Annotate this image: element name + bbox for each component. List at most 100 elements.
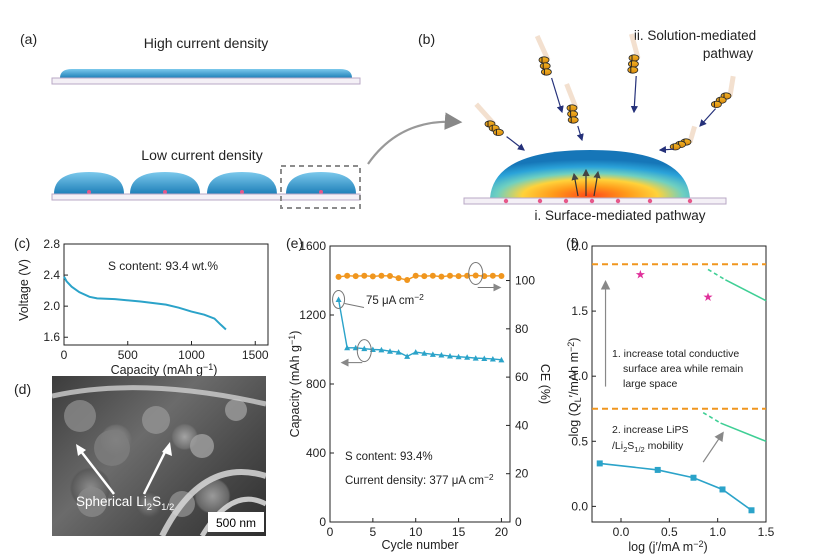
chart-e-ytick-right-label: 0 (515, 515, 522, 529)
chart-e-capacity-point (378, 346, 385, 353)
lips-bead (627, 66, 639, 74)
chart-e-ce-point (438, 273, 445, 280)
chart-e-ytick-label: 800 (306, 377, 326, 391)
chart-f-note1-line1: 1. increase total conductive (612, 348, 739, 360)
sem-image: Spherical Li2S1/2 500 nm (52, 376, 266, 536)
chart-e-capacity-point (438, 352, 445, 358)
chart-e-capacity-point (455, 353, 462, 360)
chart-f-frame (591, 245, 767, 523)
chart-e-annotation-s-content: S content: 93.4% (345, 451, 433, 463)
lips-bead (566, 104, 578, 112)
chart-e-current-marker: 75 μA cm−2 (366, 292, 424, 307)
chart-e-capacity-point (429, 351, 436, 357)
panel-f-label: (f) (566, 235, 579, 251)
chart-e-ylabel-left: Capacity (mAh g−1) (287, 331, 302, 438)
chart-e-ce-point (455, 273, 462, 280)
chart-f-xlabel: log (j′/mA m−2) (628, 539, 707, 554)
lips-trail (534, 34, 551, 62)
chart-e-capacity-point (498, 356, 505, 363)
chart-f-ylabel: log (QL′/mAh m−2) (566, 338, 583, 437)
lips-bead (628, 54, 640, 62)
chart-f-measured-point (748, 507, 755, 514)
solution-pathway-line1: ii. Solution-mediated (634, 28, 756, 43)
high-current-film (51, 69, 361, 85)
panel-c-label: (c) (14, 235, 30, 251)
chart-c-xtick-label: 1500 (242, 348, 269, 362)
chart-e: 0 5 10 15 20 0 400 800 1200 1600 0 20 40 60 80 100 (299, 239, 535, 539)
chart-c-xtick-label: 1000 (178, 348, 205, 362)
chart-f-star-point: ★ (635, 268, 646, 282)
chart-e-ytick-right-label: 20 (515, 467, 529, 481)
chart-e-capacity-point (464, 354, 471, 360)
chart-e-ce-point (412, 272, 419, 279)
chart-e-xtick-label: 20 (495, 525, 509, 539)
chart-e-capacity-point (404, 353, 411, 359)
chart-f-arrow-diagonal (702, 431, 724, 463)
chart-e-ytick-label: 1200 (299, 308, 326, 322)
chart-e-ce-point (369, 273, 376, 280)
chart-e-xtick-label: 15 (452, 525, 466, 539)
lips-bead (492, 128, 504, 136)
chart-f-ytick-label: 1.0 (571, 369, 588, 383)
chart-e-xtick-label: 10 (409, 525, 423, 539)
chart-f-measured-point (596, 460, 603, 467)
chart-f-ytick-label: 2.0 (571, 239, 588, 253)
lips-molecules (474, 33, 736, 154)
chart-e-ce-point (447, 272, 453, 279)
chart-f-upper-extrapolation-dashed (707, 268, 726, 281)
chart-e-first-cycle-circle (332, 289, 346, 309)
chart-e-capacity-point (481, 355, 488, 361)
sem-annotation: Spherical Li2S1/2 (76, 494, 174, 513)
chart-e-ce-point (344, 272, 351, 279)
sem-overlay: Spherical Li2S1/2 500 nm (52, 385, 266, 536)
chart-f-lower-extrapolation (720, 422, 767, 443)
chart-f-xtick-label: 0.0 (613, 525, 630, 539)
chart-f-measured-point (719, 486, 726, 493)
chart-e-ce-point (421, 273, 428, 280)
panel-d-label: (d) (14, 381, 31, 397)
lips-trail (687, 125, 697, 143)
chart-c-frame (63, 243, 269, 346)
panel-e-label: (e) (286, 235, 303, 251)
lips-bead (538, 56, 550, 64)
chart-c-ytick-label: 2.8 (43, 237, 60, 251)
chart-e-ce-point (472, 272, 479, 279)
chart-c-ytick-label: 2.0 (43, 299, 60, 313)
chart-e-capacity-point (472, 355, 479, 361)
chart-e-ytick-right-label: 80 (515, 322, 529, 336)
surface-pathway-label: i. Surface-mediated pathway (534, 208, 705, 223)
chart-e-capacity-point (344, 344, 351, 351)
chart-e-ytick-label: 0 (319, 515, 326, 529)
scale-bar-label: 500 nm (216, 516, 256, 530)
chart-f-xtick-label: 1.0 (709, 525, 726, 539)
chart-e-ytick-label: 1600 (299, 239, 326, 253)
chart-e-ce-point (387, 272, 393, 279)
panel-a-label: (a) (20, 31, 37, 47)
chart-f: 0.0 0.5 1.0 1.5 0.0 0.5 1.0 1.5 2.0 ★ ★ (571, 239, 774, 539)
chart-c: 0 500 1000 1500 1.6 2.0 2.4 2.8 (43, 237, 269, 362)
chart-e-ce-point (352, 273, 359, 280)
lips-bead (567, 116, 579, 124)
chart-c-xtick-label: 500 (118, 348, 138, 362)
chart-c-xlabel: Capacity (mAh g−1) (111, 362, 218, 377)
chart-f-star-point: ★ (703, 290, 714, 304)
big-dome (463, 150, 727, 205)
chart-e-ce-point (404, 277, 411, 284)
lips-bead (628, 60, 639, 68)
chart-f-measured-point (690, 474, 697, 481)
chart-e-capacity-point (447, 353, 453, 359)
lips-arrow (506, 136, 525, 151)
solution-pathway-line2: pathway (703, 46, 754, 61)
chart-e-annotation-current: Current density: 377 μA cm−2 (345, 472, 494, 487)
zoom-arrow (367, 112, 463, 165)
chart-e-first-cycle-pointer (344, 302, 365, 308)
lips-arrow (630, 75, 638, 114)
chart-f-note2-line2: /Li2S1/2 mobility (612, 440, 684, 454)
chart-e-ce-point (361, 272, 368, 279)
lips-arrow (699, 108, 717, 127)
chart-e-ce-point (489, 272, 496, 279)
chart-e-ce-point (498, 272, 505, 279)
chart-f-ytick-label: 0.0 (571, 499, 588, 513)
lips-trail (564, 83, 579, 109)
